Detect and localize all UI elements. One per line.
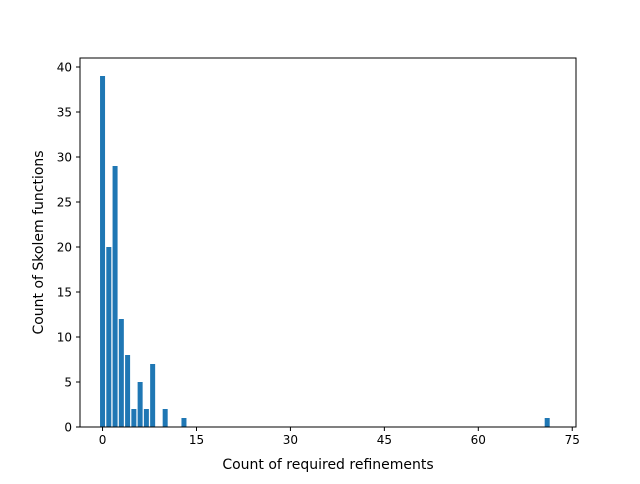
bar [131,409,137,427]
bar [143,409,149,427]
axes-frame [79,57,577,428]
bar [118,319,124,427]
x-tick-label: 30 [283,433,298,447]
y-tick-label: 10 [57,331,72,345]
x-tick-label: 15 [189,433,204,447]
y-tick-label: 25 [57,196,72,210]
bar [544,418,550,427]
bar [162,409,168,427]
x-tick-label: 75 [565,433,580,447]
bar [106,247,112,427]
y-tick-label: 20 [57,241,72,255]
x-tick-label: 45 [377,433,392,447]
y-tick-label: 40 [57,61,72,75]
y-axis-ticks: 0 5 10 15 20 25 30 35 40 [57,61,80,435]
y-tick-label: 0 [64,421,72,435]
bars-group [100,76,550,427]
x-axis-label: Count of required refinements [222,457,433,473]
x-tick-label: 0 [99,433,107,447]
bar [137,382,143,427]
bar [125,355,131,427]
bar [100,76,106,427]
x-tick-label: 60 [471,433,486,447]
bar [150,364,156,427]
y-tick-label: 5 [64,376,72,390]
x-axis-ticks: 0 15 30 45 60 75 [99,427,580,447]
bar [112,166,118,427]
y-tick-label: 35 [57,106,72,120]
bar [181,418,187,427]
y-tick-label: 30 [57,151,72,165]
y-tick-label: 15 [57,286,72,300]
y-axis-label: Count of Skolem functions [31,150,47,334]
